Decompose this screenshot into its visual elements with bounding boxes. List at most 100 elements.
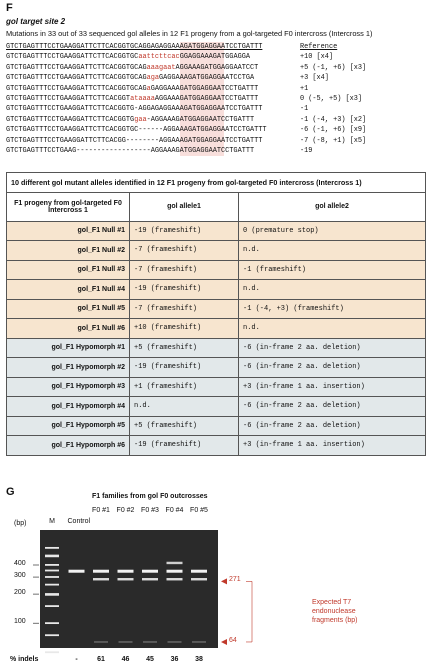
sequence-part: aattcttcac <box>138 53 180 62</box>
highlight <box>180 42 224 156</box>
table-cell: -7 (frameshift) <box>129 259 239 280</box>
table-cell: -19 (frameshift) <box>129 357 239 378</box>
sequence-part: ataaaa <box>130 95 155 103</box>
sequence-part: GTCTGAGTTTCCTGAAGGATTCTTCACGGTGCAGGAGAGG… <box>6 43 263 51</box>
table-row: gol_F1 Hypomorph #1 +5 (frameshift) -6 (in… <box>6 337 426 358</box>
band <box>94 641 108 643</box>
sequence-part: a <box>146 84 151 93</box>
table-cell: +5 (frameshift) <box>129 415 239 436</box>
band <box>166 578 183 581</box>
table-cell: -7 (frameshift) <box>129 240 239 261</box>
sequence: GTCTGAGTTTCCTGAAGGATTCTTCACGGTGCaattcttc… <box>6 52 250 62</box>
band <box>166 569 183 573</box>
table-cell: +3 (in-frame 1 aa. insertion) <box>238 376 426 397</box>
gel-image <box>40 530 218 648</box>
allele-note: 0 (-5, +5) [x3] <box>300 95 363 103</box>
band <box>191 578 207 581</box>
table-cell: -6 (in-frame 2 aa. deletion) <box>238 357 426 378</box>
sequence-part: aga <box>146 74 159 83</box>
lane-label: F0 #4 <box>165 507 184 514</box>
indel-value: 61 <box>97 656 105 663</box>
table-cell: +10 (frameshift) <box>129 318 239 339</box>
band <box>143 641 157 643</box>
panel-title: gol target site 2 <box>6 17 66 26</box>
allele-note: -1 (-4, +3) [x2] <box>300 115 367 124</box>
table-cell: gol_F1 Hypomorph #1 <box>6 337 130 358</box>
band <box>117 578 134 581</box>
sequence-part: GTCTGAGTTTCCTGAAGGATTCTTCACGGTG-AGGAGAGG… <box>6 105 263 114</box>
sequence: GTCTGAGTTTCCTGAAGGATTCTTCACGGTataaaaAGGA… <box>6 94 258 104</box>
sequence-part: GTCTGAGTTTCCTGAAGGATTCTTCACGGTGCAG <box>6 63 147 72</box>
ladder-band <box>45 593 59 596</box>
lane-label: F0 #3 <box>141 507 159 514</box>
sequence-part: AGGAAAGATGGAGGAATCCTGATTT <box>154 95 259 103</box>
table-row: gol_F1 Hypomorph #2 -19 (frameshift) -6 (i… <box>6 357 426 378</box>
ladder-label: 200 <box>14 589 26 597</box>
ladder-band <box>45 564 59 566</box>
fragment-arrow <box>221 578 227 585</box>
sequence-part: GTCTGAGTTTCCTGAAGGATTCTTCACGGTGC <box>6 53 139 62</box>
sequence: GTCTGAGTTTCCTGAAGGATTCTTCACGGTGC------AG… <box>6 125 267 135</box>
sequence-part: GAGGAAAGATGGAGGAATCCTGATTT <box>150 84 259 93</box>
allele-note: +3 [x4] <box>300 74 329 83</box>
column-header: gol allele2 <box>238 191 426 222</box>
sequence-part: -AGGAAAGATGGAGGAATCCTGATTT <box>146 115 255 124</box>
panel-label: F <box>6 2 13 14</box>
band <box>142 569 158 573</box>
indels-label: % indels <box>10 656 39 663</box>
sequence-part: GTCTGAGTTTCCTGAAGGATTCTTCACGG--------AGG… <box>6 136 263 145</box>
ladder-band <box>45 569 59 572</box>
sequence: GTCTGAGTTTCCTGAAG------------------AGGAA… <box>6 146 254 156</box>
table-cell: -19 (frameshift) <box>129 220 239 241</box>
panel-subtitle: Mutations in 33 out of 33 sequenced gol … <box>6 29 373 38</box>
table-row: gol_F1 Null #1 -19 (frameshift) 0 (prematu… <box>6 220 426 241</box>
sequence: GTCTGAGTTTCCTGAAGGATTCTTCACGGTGCAGaGAGGA… <box>6 84 258 94</box>
band <box>68 569 85 573</box>
table-row: gol_F1 Hypomorph #4 n.d. -6 (in-frame 2 aa… <box>6 396 426 417</box>
band <box>93 578 109 581</box>
table-cell: gol_F1 Hypomorph #4 <box>6 396 130 417</box>
table-cell: gol_F1 Hypomorph #2 <box>6 357 130 378</box>
lane-label: F0 #5 <box>190 507 208 514</box>
lane-label: F0 #2 <box>116 507 135 514</box>
band <box>118 641 133 643</box>
table-cell: -19 (frameshift) <box>129 435 239 456</box>
table-cell: gol_F1 Null #3 <box>6 259 130 280</box>
sequence-part: GTCTGAGTTTCCTGAAGGATTCTTCACGGT <box>6 95 131 103</box>
ladder-band <box>45 605 59 607</box>
band <box>93 569 109 573</box>
allele-note: -1 <box>300 105 309 114</box>
fragment-label: 271 <box>229 576 241 584</box>
indel-value: 45 <box>146 656 154 663</box>
table-cell: gol_F1 Null #5 <box>6 298 130 319</box>
allele-note: +10 [x4] <box>300 53 334 62</box>
sequence: GTCTGAGTTTCCTGAAGGATTCTTCACGGTGCAGagaGAG… <box>6 73 254 83</box>
band <box>117 569 134 573</box>
allele-note: Reference <box>300 43 338 51</box>
sequence: GTCTGAGTTTCCTGAAGGATTCTTCACGG--------AGG… <box>6 136 262 146</box>
band <box>142 578 158 581</box>
ladder-band <box>45 622 59 625</box>
ladder-band <box>45 583 59 586</box>
panel-label: G <box>6 486 15 498</box>
caption-row: 10 different gol mutant alleles identifi… <box>6 172 426 193</box>
table-cell: +3 (in-frame 1 aa. insertion) <box>238 435 426 456</box>
table-cell: n.d. <box>238 318 426 339</box>
sequence-part: GTCTGAGTTTCCTGAAGGATTCTTCACGGTGC------AG… <box>6 126 267 135</box>
table-row: gol_F1 Null #2 -7 (frameshift) n.d. <box>6 240 426 261</box>
table-cell: -1 (-4, +3) (frameshift) <box>238 298 426 319</box>
table-row: gol_F1 Null #4 -19 (frameshift) n.d. <box>6 279 426 300</box>
fragment-arrow <box>221 638 227 645</box>
indel-value: 38 <box>195 656 203 663</box>
lane-label: M <box>49 518 55 525</box>
sequence-part: GTCTGAGTTTCCTGAAGGATTCTTCACGGTGCAG <box>6 74 147 83</box>
allele-note: +1 <box>300 84 309 93</box>
ladder-band <box>45 554 59 558</box>
table-cell: gol_F1 Null #4 <box>6 279 130 300</box>
sequence: GTCTGAGTTTCCTGAAGGATTCTTCACGGTGCAGGAGAGG… <box>6 42 262 52</box>
band <box>192 641 206 643</box>
header-row: F1 progeny from gol-targeted F0 Intercro… <box>6 191 426 222</box>
ladder-label: 400 <box>14 560 26 567</box>
indel-value: 36 <box>170 656 179 663</box>
